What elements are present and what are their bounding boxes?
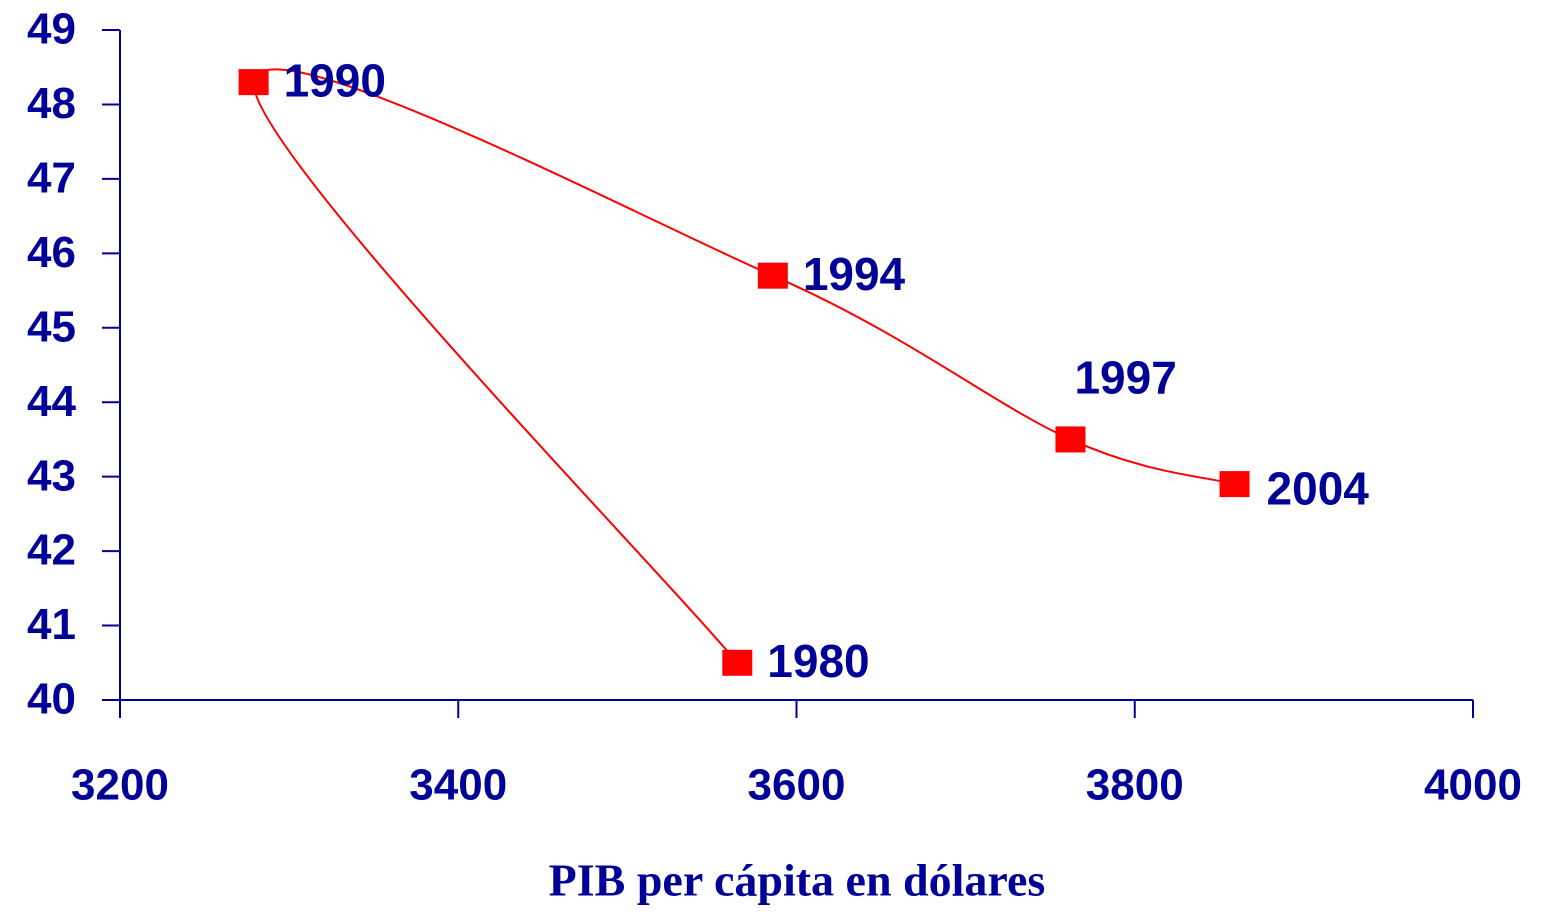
y-tick-label: 48 — [27, 79, 76, 128]
x-tick-label: 4000 — [1424, 761, 1522, 810]
x-tick-label: 3400 — [409, 761, 507, 810]
y-tick-label: 47 — [27, 154, 76, 203]
y-tick-label: 44 — [27, 377, 76, 426]
y-tick-label: 46 — [27, 228, 76, 277]
marker — [238, 69, 269, 96]
y-tick-label: 42 — [27, 526, 76, 575]
y-tick-label: 40 — [27, 675, 76, 724]
point-label: 2004 — [1267, 462, 1370, 514]
point-label: 1994 — [803, 248, 906, 300]
x-axis-label: PIB per cápita en dólares — [549, 855, 1046, 906]
point-label: 1980 — [767, 635, 869, 687]
marker — [757, 262, 788, 289]
y-tick-label: 41 — [27, 600, 76, 649]
marker — [1219, 471, 1250, 498]
point-label: 1990 — [284, 54, 386, 106]
x-tick-label: 3600 — [748, 761, 846, 810]
marker — [1055, 426, 1086, 453]
x-tick-label: 3800 — [1086, 761, 1184, 810]
x-tick-label: 3200 — [71, 761, 169, 810]
marker — [722, 649, 753, 676]
y-tick-label: 43 — [27, 451, 76, 500]
y-tick-label: 49 — [27, 5, 76, 54]
point-label: 1997 — [1074, 352, 1176, 404]
y-tick-label: 45 — [27, 302, 76, 351]
